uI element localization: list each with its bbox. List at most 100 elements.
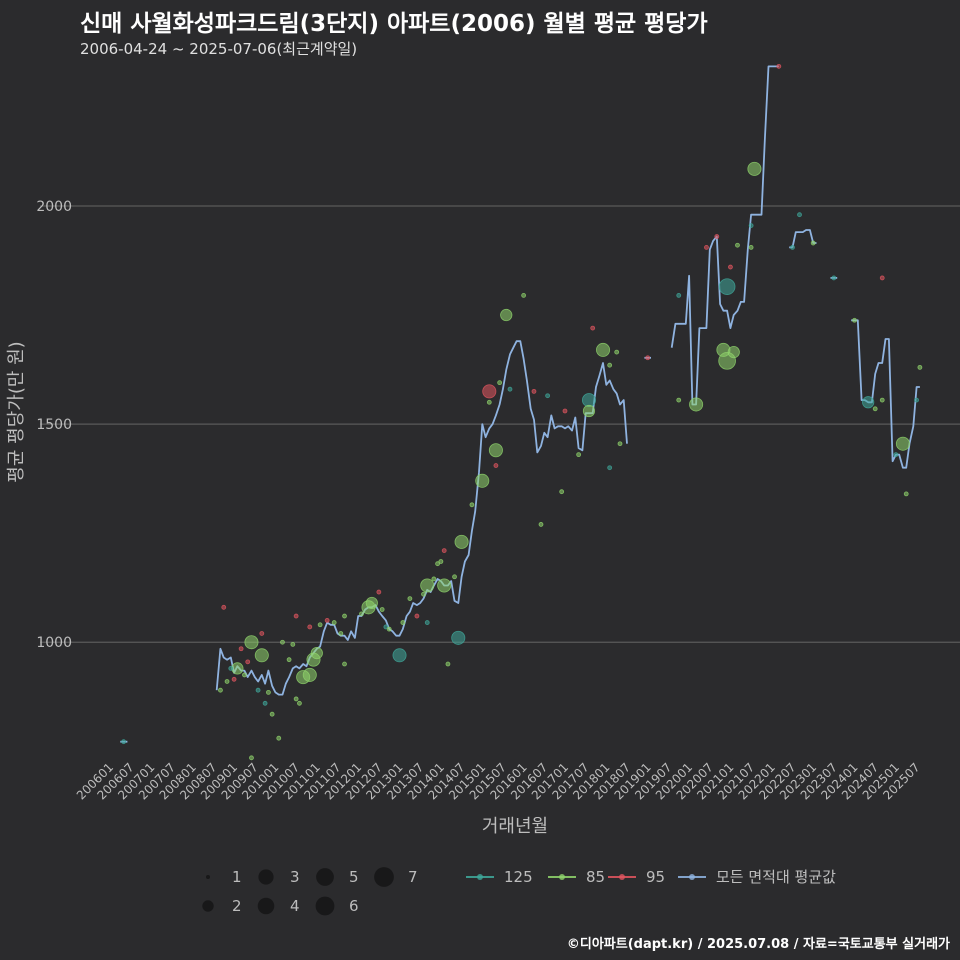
legend-size-key: [202, 900, 214, 912]
average-line-segment: [215, 340, 628, 696]
legend-series-label: 85: [586, 868, 605, 886]
y-axis-label: 평균 평당가(만 원): [6, 341, 27, 482]
legend-size-label: 6: [349, 897, 359, 915]
legend-series-label: 모든 면적대 평균값: [716, 868, 836, 886]
point-85: [486, 399, 492, 405]
point-85: [872, 406, 878, 412]
point-85: [254, 648, 269, 663]
point-85: [452, 574, 457, 580]
point-85: [420, 578, 435, 593]
point-85: [290, 641, 296, 647]
average-line-segment: [789, 229, 817, 249]
footer-credit: ©디아파트(dapt.kr) / 2025.07.08 / 자료=국토교통부 실…: [566, 937, 950, 952]
point-85: [676, 397, 682, 403]
point-95: [324, 618, 330, 623]
point-85: [438, 559, 444, 564]
point-85: [269, 711, 275, 717]
point-125: [392, 648, 407, 663]
point-85: [224, 679, 230, 684]
y-tick-label: 2000: [36, 199, 72, 215]
point-85: [338, 631, 344, 636]
point-85: [748, 245, 754, 250]
legend-size-label: 1: [232, 868, 242, 886]
point-85: [218, 687, 223, 693]
point-85: [342, 613, 347, 619]
point-85: [407, 596, 413, 601]
point-95: [776, 63, 782, 69]
point-85: [297, 700, 302, 706]
legend-size-label: 2: [232, 897, 242, 915]
point-85: [538, 522, 544, 527]
point-125: [862, 396, 875, 409]
point-125: [228, 665, 234, 671]
point-125: [451, 630, 466, 645]
point-85: [488, 443, 503, 458]
point-85: [596, 342, 611, 357]
point-95: [879, 275, 885, 281]
legend-series-dot: [689, 874, 695, 880]
point-125: [383, 624, 389, 630]
point-85: [342, 661, 347, 667]
point-85: [895, 436, 910, 451]
point-85: [276, 735, 282, 741]
point-85: [445, 661, 451, 667]
point-85: [231, 662, 244, 675]
point-85: [497, 380, 503, 386]
legend-size-label: 3: [290, 868, 300, 886]
point-85: [607, 362, 613, 368]
y-axis-ticks: 1000 1500 2000: [36, 199, 72, 651]
legend-size-label: 4: [290, 897, 300, 915]
point-95: [376, 589, 382, 595]
point-85: [242, 672, 247, 678]
point-85: [500, 308, 513, 322]
point-85: [559, 489, 565, 495]
point-85: [302, 667, 317, 682]
legend-size-label: 5: [349, 868, 359, 886]
point-85: [475, 473, 490, 488]
y-tick-label: 1000: [36, 635, 72, 651]
point-125: [121, 739, 127, 745]
point-95: [590, 325, 596, 331]
point-85: [293, 696, 299, 702]
point-85: [400, 620, 406, 625]
point-125: [262, 700, 268, 706]
legend-size-key: [316, 868, 334, 886]
point-125: [790, 245, 795, 250]
points-layer: [121, 63, 923, 761]
point-85: [244, 635, 259, 650]
point-85: [266, 689, 271, 695]
point-95: [531, 388, 537, 394]
point-125: [914, 397, 919, 403]
point-95: [645, 355, 651, 361]
legend-size-key: [374, 867, 394, 887]
point-85: [735, 242, 740, 248]
point-95: [562, 408, 568, 414]
point-85: [879, 397, 885, 403]
point-85: [379, 607, 385, 612]
point-85: [582, 404, 596, 418]
point-85: [917, 364, 923, 370]
point-85: [810, 240, 816, 246]
point-85: [454, 534, 469, 549]
legend-size-key: [258, 869, 274, 885]
point-125: [581, 393, 596, 408]
point-125: [545, 393, 551, 399]
point-85: [386, 626, 392, 632]
point-95: [245, 659, 251, 665]
point-85: [469, 502, 475, 508]
point-125: [718, 278, 736, 295]
x-axis-label: 거래년월: [482, 816, 548, 837]
point-85: [421, 591, 426, 597]
legend-size-key: [206, 875, 210, 879]
legend-size-key: [315, 896, 335, 916]
point-85: [431, 576, 437, 582]
point-95: [441, 548, 447, 553]
point-95: [704, 245, 709, 250]
point-85: [716, 342, 731, 357]
point-95: [482, 384, 497, 399]
point-85: [317, 622, 323, 628]
legend-series-dot: [477, 874, 483, 880]
point-95: [414, 613, 420, 619]
point-85: [437, 578, 452, 593]
